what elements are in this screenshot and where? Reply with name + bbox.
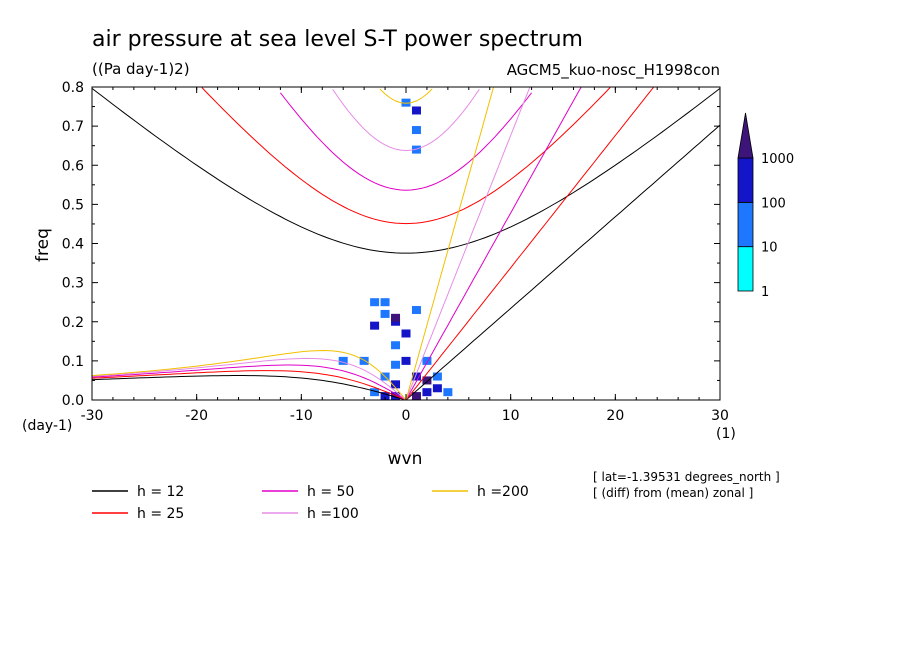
inertia-gravity-curve [379,88,433,104]
colorbar-label: 1000 [761,152,794,167]
dispersion-curves [91,86,721,401]
latitude-note: [ lat=-1.39531 degrees_north ] [593,470,780,484]
legend-label: h =200 [477,484,529,500]
spectrum-cell [401,329,411,338]
y-unit-label: (day-1) [22,418,72,434]
run-name: AGCM5_kuo-nosc_H1998con [507,61,720,80]
colorbar-label: 10 [761,241,778,256]
spectrum-cell [411,106,421,115]
kelvin-wave-curve [405,86,582,401]
x-tick-label: -30 [81,408,104,424]
rossby-wave-curve [91,349,407,401]
spectrum-cell [443,388,453,397]
legend: h = 12 h = 25 h = 50 h =100 h =200 [92,484,529,522]
legend-label: h = 50 [307,484,354,500]
dispersion-curve-group [91,86,582,401]
rossby-wave-curve [91,375,407,401]
y-tick-label: 0.8 [62,80,84,96]
dispersion-curve-group [91,88,721,401]
spectrum-cell [432,384,442,393]
rossby-wave-curve [91,364,407,401]
spectrum-cell [338,356,348,365]
inertia-gravity-curve [91,88,721,254]
spectrum-cell [359,356,369,365]
spectrum-cell [380,392,390,401]
y-tick-label: 0.7 [62,119,84,135]
x-tick-label: -20 [185,408,208,424]
spectrum-cell [422,376,432,385]
x-tick-label: 0 [402,408,411,424]
chart-subtitle: ((Pa day-1)2) [92,60,190,78]
spectrum-cell [391,341,401,350]
dispersion-curve-group [91,86,495,401]
colorbar-segment [737,246,754,292]
x-axis-label: wvn [388,449,423,469]
colorbar-label: 100 [761,196,786,211]
plot-area [92,87,720,400]
kelvin-wave-curve [405,86,531,401]
kelvin-wave-curve [405,86,495,401]
colorbar-segment [737,157,754,203]
x-tick-label: 30 [711,408,729,424]
spectrum-cell [391,380,401,389]
diff-note: [ (diff) from (mean) zonal ] [593,486,753,500]
spectrum-cell [432,372,442,381]
x-tick-label: -10 [290,408,313,424]
rossby-wave-curve [91,357,407,401]
spectrum-cell [391,313,401,322]
chart-title: air pressure at sea level S-T power spec… [92,27,583,52]
spectrum-cell [370,321,380,330]
x-tick-label: 20 [606,408,624,424]
kelvin-wave-curve [405,86,655,401]
spectrum-cell [401,356,411,365]
y-tick-label: 0.4 [62,237,84,253]
legend-label: h = 12 [137,484,184,500]
x-unit-label: (1) [716,426,736,442]
spectrum-cell [380,298,390,307]
spectrum-cell [411,306,421,315]
inertia-gravity-curve [332,89,480,152]
kelvin-wave-curve [405,124,721,401]
legend-label: h =100 [307,506,359,522]
spectrum-cell [370,388,380,397]
spectrum-cell [422,388,432,397]
y-tick-label: 0.0 [62,393,84,409]
y-tick-label: 0.3 [62,276,84,292]
legend-label: h = 25 [137,506,184,522]
y-tick-label: 0.6 [62,158,84,174]
rossby-wave-curve [91,370,407,401]
spectrum-cell [380,309,390,318]
spectrum-cell [391,360,401,369]
spectrum-cell [411,392,421,401]
dispersion-curve-group [91,86,531,401]
colorbar-segment [737,201,754,248]
spectrum-cell [411,126,421,135]
dispersion-curve-group [91,86,655,401]
y-tick-label: 0.5 [62,197,84,213]
axis-ticks: -30 -20 -10 0 10 20 30 0.0 0.1 0.2 0.3 0.4 0.5 0.6 0.7… [62,80,729,424]
colorbar-extend-arrow [737,112,754,159]
spectrum-cell [401,98,411,107]
spectrum-cell [411,372,421,381]
inertia-gravity-curve [280,92,532,191]
colorbar: 1 10 100 1000 [737,112,794,300]
y-tick-label: 0.1 [62,354,84,370]
inertia-gravity-curve [201,87,611,225]
y-tick-label: 0.2 [62,315,84,331]
spectrum-cell [422,356,432,365]
spectrum-cell [370,298,380,307]
x-tick-label: 10 [502,408,520,424]
colorbar-label: 1 [761,285,769,300]
y-axis-label: freq [33,228,53,262]
